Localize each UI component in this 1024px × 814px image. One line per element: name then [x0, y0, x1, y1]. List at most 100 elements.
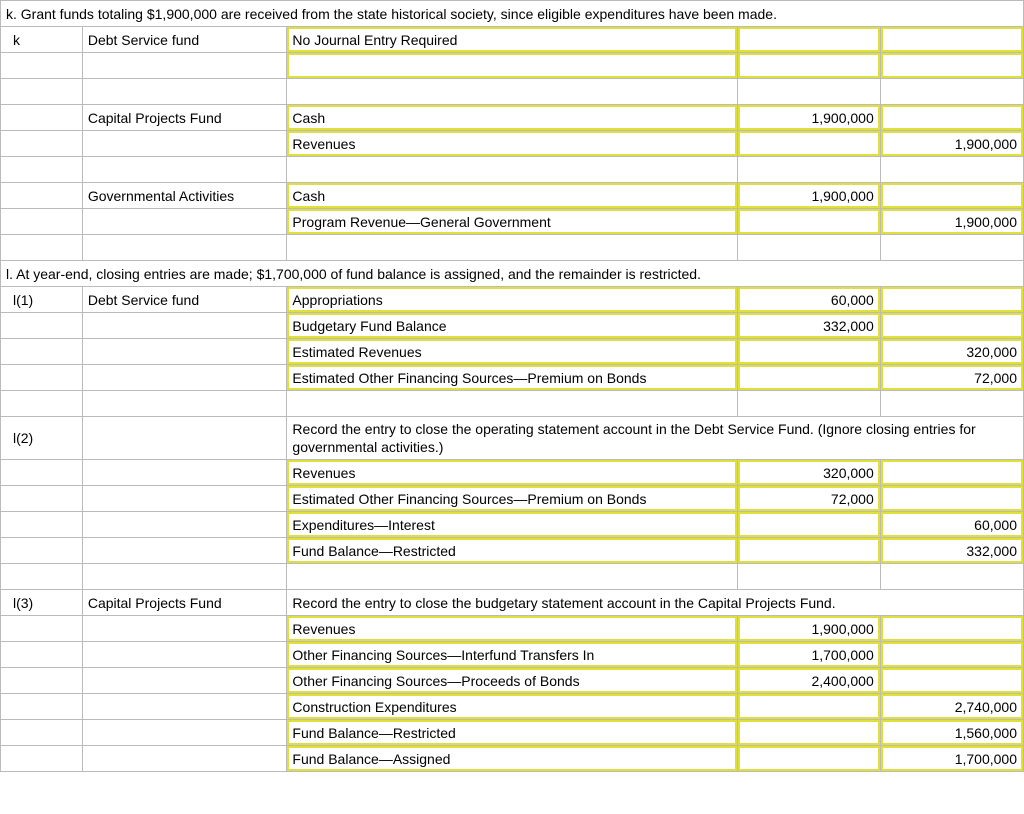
fund-cell — [82, 668, 287, 694]
table-row: Governmental ActivitiesCash1,900,000 — [1, 183, 1024, 209]
credit-cell — [880, 616, 1023, 642]
table-row: Estimated Revenues 320,000 — [1, 339, 1024, 365]
instruction-row: l(2)Record the entry to close the operat… — [1, 417, 1024, 460]
fund-cell — [82, 131, 287, 157]
ref-cell — [1, 365, 83, 391]
debit-cell — [737, 157, 880, 183]
fund-cell — [82, 53, 287, 79]
account-cell: Estimated Revenues — [287, 339, 737, 365]
credit-cell — [880, 235, 1023, 261]
section-k-header: k. Grant funds totaling $1,900,000 are r… — [1, 1, 1024, 27]
ref-cell — [1, 105, 83, 131]
fund-cell — [82, 157, 287, 183]
fund-cell — [82, 365, 287, 391]
table-row: Construction Expenditures2,740,000 — [1, 694, 1024, 720]
fund-cell: Governmental Activities — [82, 183, 287, 209]
fund-cell — [82, 538, 287, 564]
fund-cell — [82, 746, 287, 772]
credit-cell: 1,560,000 — [880, 720, 1023, 746]
account-cell: Revenues — [287, 616, 737, 642]
account-cell: No Journal Entry Required — [287, 27, 737, 53]
credit-cell — [880, 564, 1023, 590]
table-row — [1, 235, 1024, 261]
ref-cell: l(1) — [1, 287, 83, 313]
account-cell — [287, 157, 737, 183]
debit-cell — [737, 538, 880, 564]
ref-cell — [1, 746, 83, 772]
table-row: Budgetary Fund Balance332,000 — [1, 313, 1024, 339]
debit-cell — [737, 53, 880, 79]
debit-cell — [737, 720, 880, 746]
credit-cell — [880, 460, 1023, 486]
account-cell: Program Revenue—General Government — [287, 209, 737, 235]
section-l-header: l. At year-end, closing entries are made… — [1, 261, 1024, 287]
credit-cell: 1,700,000 — [880, 746, 1023, 772]
table-row: Capital Projects FundCash1,900,000 — [1, 105, 1024, 131]
account-cell: Budgetary Fund Balance — [287, 313, 737, 339]
account-cell: Revenues — [287, 131, 737, 157]
fund-cell — [82, 512, 287, 538]
fund-cell — [82, 235, 287, 261]
account-cell: Expenditures—Interest — [287, 512, 737, 538]
ref-cell — [1, 460, 83, 486]
ref-cell — [1, 486, 83, 512]
fund-cell — [82, 417, 287, 460]
credit-cell — [880, 287, 1023, 313]
account-cell: Cash — [287, 105, 737, 131]
credit-cell — [880, 157, 1023, 183]
ref-cell — [1, 209, 83, 235]
ref-cell — [1, 512, 83, 538]
credit-cell: 60,000 — [880, 512, 1023, 538]
instruction-row: l(3)Capital Projects FundRecord the entr… — [1, 590, 1024, 616]
debit-cell — [737, 746, 880, 772]
account-cell: Fund Balance—Restricted — [287, 720, 737, 746]
ref-cell — [1, 694, 83, 720]
fund-cell: Debt Service fund — [82, 287, 287, 313]
table-row: Program Revenue—General Government 1,900,… — [1, 209, 1024, 235]
ref-cell — [1, 157, 83, 183]
table-row: Fund Balance—Restricted 1,560,000 — [1, 720, 1024, 746]
fund-cell — [82, 460, 287, 486]
credit-cell — [880, 486, 1023, 512]
ref-cell — [1, 720, 83, 746]
table-row: Estimated Other Financing Sources—Premiu… — [1, 486, 1024, 512]
ref-cell — [1, 642, 83, 668]
credit-cell: 320,000 — [880, 339, 1023, 365]
table-row: Fund Balance—Assigned1,700,000 — [1, 746, 1024, 772]
fund-cell — [82, 391, 287, 417]
debit-cell: 1,900,000 — [737, 183, 880, 209]
account-cell — [287, 391, 737, 417]
fund-cell — [82, 694, 287, 720]
account-cell — [287, 79, 737, 105]
ref-cell — [1, 616, 83, 642]
table-row: l(1)Debt Service fundAppropriations60,00… — [1, 287, 1024, 313]
debit-cell — [737, 694, 880, 720]
credit-cell — [880, 183, 1023, 209]
table-row — [1, 391, 1024, 417]
debit-cell — [737, 27, 880, 53]
debit-cell — [737, 131, 880, 157]
fund-cell: Capital Projects Fund — [82, 590, 287, 616]
table-row — [1, 53, 1024, 79]
table-row: Other Financing Sources—Proceeds of Bond… — [1, 668, 1024, 694]
credit-cell: 1,900,000 — [880, 209, 1023, 235]
ref-cell — [1, 391, 83, 417]
table-row: Estimated Other Financing Sources—Premiu… — [1, 365, 1024, 391]
credit-cell — [880, 668, 1023, 694]
account-cell: Cash — [287, 183, 737, 209]
account-cell: Other Financing Sources—Interfund Transf… — [287, 642, 737, 668]
instruction-l2: Record the entry to close the operating … — [287, 417, 1024, 460]
journal-entry-table: k. Grant funds totaling $1,900,000 are r… — [0, 0, 1024, 772]
debit-cell — [737, 512, 880, 538]
instruction-l3: Record the entry to close the budgetary … — [287, 590, 1024, 616]
debit-cell — [737, 339, 880, 365]
credit-cell: 2,740,000 — [880, 694, 1023, 720]
credit-cell — [880, 391, 1023, 417]
table-row — [1, 157, 1024, 183]
credit-cell: 332,000 — [880, 538, 1023, 564]
ref-cell — [1, 183, 83, 209]
ref-cell — [1, 668, 83, 694]
ref-cell — [1, 564, 83, 590]
debit-cell — [737, 391, 880, 417]
table-row: Revenues1,900,000 — [1, 131, 1024, 157]
